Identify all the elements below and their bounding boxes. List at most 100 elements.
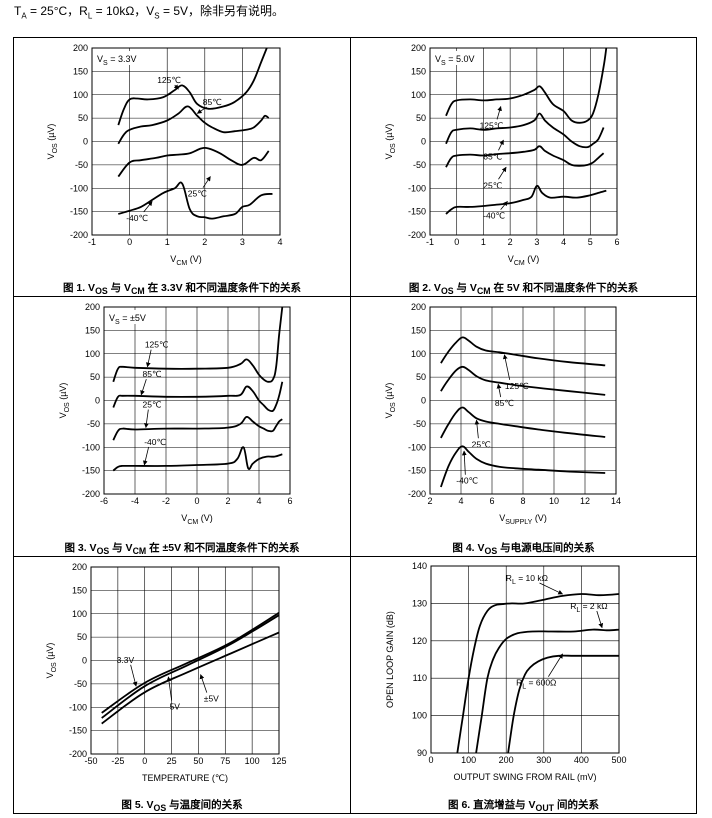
annotation-label: 25℃ <box>472 439 491 449</box>
plot-frame <box>90 566 280 755</box>
y-tick-label: -100 <box>408 442 426 452</box>
y-tick-label: 0 <box>95 396 100 406</box>
annotation-label: 25℃ <box>143 400 162 410</box>
plot-frame <box>103 306 291 495</box>
vs-label-bg <box>432 51 482 65</box>
x-tick-label: 10 <box>549 496 559 506</box>
y-tick-label: 100 <box>73 90 88 100</box>
series-line-1 <box>101 612 280 714</box>
chart-panel-5: -50 -25 0 25 50 75 100 125 -200 -150 -100 -50 0 50 100… <box>13 556 351 814</box>
y-tick-label: -100 <box>69 702 87 712</box>
annotation-arrow <box>498 139 504 151</box>
x-tick-label: 0 <box>127 237 132 247</box>
y-tick-label: 130 <box>412 598 427 608</box>
y-axis-label: VOS (µV) <box>58 383 71 419</box>
annotation-label: 85℃ <box>495 398 514 408</box>
figure-caption-6: 图 6. 直流增益与 VOUT 间的关系 <box>448 799 599 814</box>
chart-3: -6 -4 -2 0 2 4 6 -200 -150 -100 -50 0 50 100 150 200 VCM… <box>58 302 293 526</box>
annotation-label: 125℃ <box>145 340 169 350</box>
annotation-label: ±5V <box>204 694 219 704</box>
series-line-3 <box>440 406 606 439</box>
x-tick-label: 25 <box>167 756 177 766</box>
x-tick-label: 1 <box>481 237 486 247</box>
y-tick-label: -150 <box>82 466 100 476</box>
y-axis-label: VOS (µV) <box>46 124 59 160</box>
annotation-label: -40℃ <box>456 476 478 486</box>
x-tick-label: 300 <box>536 755 551 765</box>
vs-label: VS = 5.0V <box>435 54 474 67</box>
annotation-label: 85℃ <box>483 151 502 161</box>
annotation-arrow <box>143 200 153 213</box>
annotation-arrow <box>130 664 138 687</box>
chart-1: -1 0 1 2 3 4 -200 -150 -100 -50 0 50 100 150 200 VCM (V… <box>46 43 283 267</box>
x-tick-label: 0 <box>454 237 459 247</box>
x-tick-label: 500 <box>611 755 626 765</box>
y-tick-label: 100 <box>85 349 100 359</box>
annotation-arrow <box>502 354 511 380</box>
annotation-arrow <box>173 84 179 90</box>
conditions-header: TA = 25°C，RL = 10kΩ，VS = 5V，除非另有说明。 <box>14 4 284 21</box>
x-tick-label: -2 <box>162 496 170 506</box>
annotation-label: 125℃ <box>157 75 181 85</box>
x-tick-label: 6 <box>614 237 619 247</box>
x-tick-label: 125 <box>271 756 286 766</box>
x-axis-label: VCM (V) <box>170 254 201 267</box>
x-tick-label: -6 <box>100 496 108 506</box>
series-line-2 <box>475 628 620 754</box>
y-tick-label: 90 <box>417 748 427 758</box>
annotation-label: 125℃ <box>480 120 504 130</box>
x-tick-label: 4 <box>277 237 282 247</box>
x-tick-label: 8 <box>520 496 525 506</box>
x-tick-label: 12 <box>580 496 590 506</box>
y-tick-label: -50 <box>87 419 100 429</box>
x-tick-label: 200 <box>499 755 514 765</box>
x-tick-label: 4 <box>458 496 463 506</box>
series-line-4 <box>445 184 607 215</box>
annotation-arrow <box>461 450 467 475</box>
x-tick-label: 50 <box>193 756 203 766</box>
annotation-arrow <box>474 419 480 439</box>
y-tick-label: -200 <box>69 749 87 759</box>
annotation-label: 5V <box>170 702 181 712</box>
annotation-arrow <box>496 105 502 120</box>
y-tick-label: 140 <box>412 561 427 571</box>
annotation-arrow <box>496 383 502 398</box>
x-axis-label: VSUPPLY (V) <box>499 513 547 526</box>
y-tick-label: 200 <box>85 302 100 312</box>
series-line-2 <box>440 365 606 396</box>
series-line-2 <box>112 381 284 413</box>
figure-caption-5: 图 5. VOS 与温度间的关系 <box>121 799 243 814</box>
y-tick-label: 0 <box>83 137 88 147</box>
annotation-arrow <box>142 446 150 466</box>
series-line-1 <box>445 47 608 124</box>
y-tick-label: 200 <box>72 562 87 572</box>
annotation-arrow <box>548 653 563 677</box>
y-tick-label: 100 <box>412 711 427 721</box>
vs-label-bg <box>106 310 156 324</box>
y-tick-label: 50 <box>78 113 88 123</box>
y-tick-label: 150 <box>72 585 87 595</box>
plot-frame <box>429 306 617 495</box>
y-tick-label: -50 <box>413 419 426 429</box>
vs-label: VS = ±5V <box>109 313 146 326</box>
y-tick-label: -150 <box>69 726 87 736</box>
series-line-3 <box>445 145 605 168</box>
x-tick-label: -1 <box>426 237 434 247</box>
y-tick-label: 50 <box>77 632 87 642</box>
y-tick-label: -100 <box>82 442 100 452</box>
x-tick-label: 100 <box>245 756 260 766</box>
annotation-label: -40℃ <box>144 437 166 447</box>
y-tick-label: 100 <box>411 349 426 359</box>
chart-panel-6: 0 100 200 300 400 500 90 100 110 120 130 140 OUTPUT … <box>350 556 697 814</box>
annotation-label: 85℃ <box>143 369 162 379</box>
y-tick-label: 0 <box>82 656 87 666</box>
y-axis-label: VOS (µV) <box>384 124 397 160</box>
figure-caption-3: 图 3. VOS 与 VCM 在 ±5V 和不同温度条件下的关系 <box>64 542 300 557</box>
x-tick-label: 0 <box>428 755 433 765</box>
series-line-2 <box>101 614 280 719</box>
vs-label: VS = 3.3V <box>97 54 136 67</box>
chart-panel-3: -6 -4 -2 0 2 4 6 -200 -150 -100 -50 0 50 100 150 200 VCM… <box>13 296 351 557</box>
annotation-label: RL = 10 kΩ <box>506 573 548 586</box>
chart-6: 0 100 200 300 400 500 90 100 110 120 130 140 OUTPUT … <box>385 561 627 782</box>
vs-label-bg <box>94 51 144 65</box>
